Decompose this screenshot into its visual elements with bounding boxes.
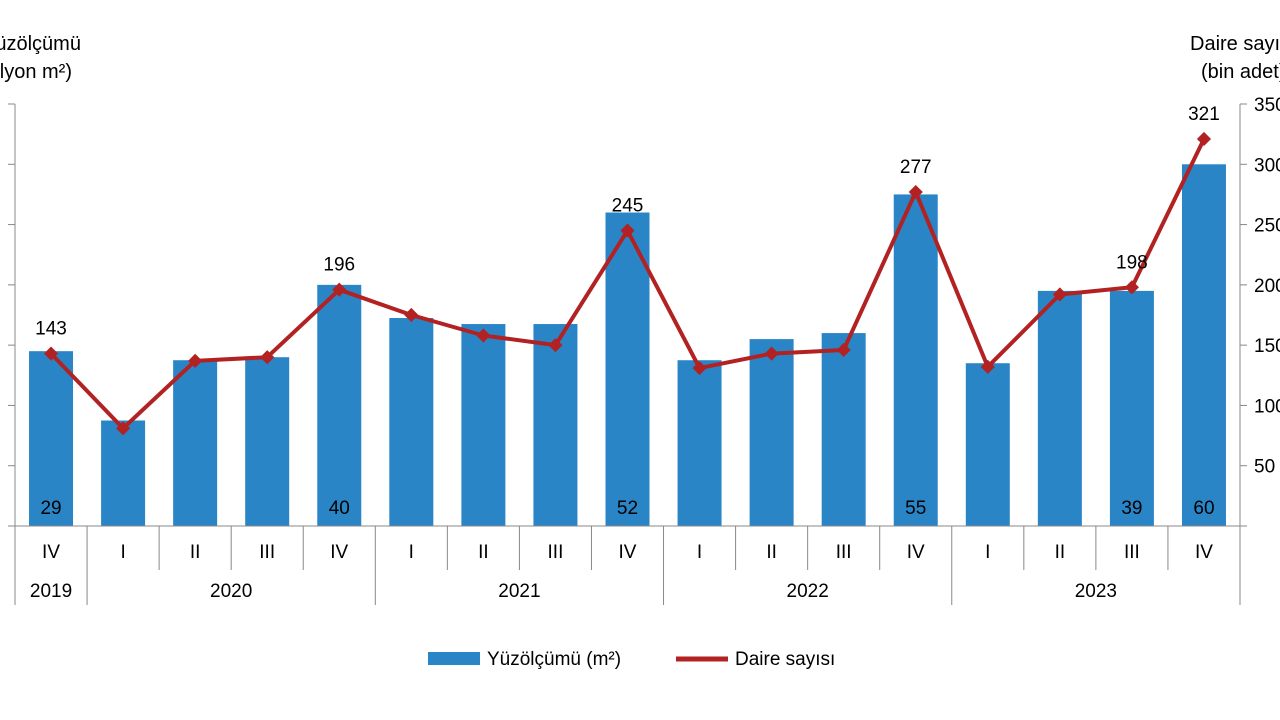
right-axis-tick-label: 250 bbox=[1254, 216, 1280, 237]
line-point bbox=[692, 360, 707, 376]
legend-label-line: Daire sayısı bbox=[735, 649, 835, 670]
bar bbox=[821, 333, 866, 526]
line-data-label: 277 bbox=[900, 157, 932, 178]
bar-data-label: 29 bbox=[40, 498, 61, 519]
bar-data-label: 60 bbox=[1193, 498, 1214, 519]
left-axis-title-line1: Yüzölçümü bbox=[0, 33, 81, 55]
bar-data-labels: 29 40 52 55 39 60 bbox=[40, 498, 1214, 519]
line-point bbox=[116, 421, 131, 436]
line-point bbox=[1196, 131, 1212, 147]
bar bbox=[29, 351, 74, 526]
bar bbox=[317, 284, 362, 526]
quarter-label: IV bbox=[330, 542, 348, 563]
quarter-label: IV bbox=[907, 542, 925, 563]
quarter-label: II bbox=[1055, 542, 1066, 563]
right-axis-title-line2: (bin adet) bbox=[1201, 61, 1280, 83]
line-point bbox=[43, 346, 59, 361]
quarter-label: III bbox=[836, 542, 852, 563]
line-point bbox=[548, 338, 563, 353]
line-point bbox=[1052, 287, 1067, 302]
axes bbox=[8, 103, 1241, 605]
year-label: 2021 bbox=[498, 581, 540, 602]
bar bbox=[245, 357, 290, 526]
line-point bbox=[908, 184, 923, 200]
quarter-label: IV bbox=[619, 542, 637, 563]
line-data-label: 196 bbox=[323, 255, 355, 276]
line-point bbox=[188, 353, 203, 368]
right-axis-tick-label: 300 bbox=[1254, 155, 1280, 176]
year-label: 2020 bbox=[210, 581, 252, 602]
bar-series bbox=[29, 164, 1226, 527]
year-label: 2023 bbox=[1075, 581, 1117, 602]
line-data-label: 245 bbox=[612, 196, 644, 217]
right-axis-tick-label: 150 bbox=[1254, 336, 1280, 357]
line-series bbox=[43, 131, 1212, 436]
line-data-label: 321 bbox=[1188, 104, 1220, 125]
bar bbox=[749, 339, 794, 526]
bar bbox=[605, 212, 650, 526]
line-point bbox=[476, 328, 491, 343]
legend: Yüzölçümü (m²) Daire sayısı bbox=[428, 649, 835, 670]
line-point bbox=[260, 350, 275, 365]
right-axis-ticks: 50 100 150 200 250 300 350 bbox=[1240, 95, 1280, 527]
bar-data-label: 39 bbox=[1121, 498, 1142, 519]
bar bbox=[461, 324, 506, 526]
right-axis-tick-label: 100 bbox=[1254, 396, 1280, 417]
bar bbox=[1109, 290, 1154, 526]
quarter-label: III bbox=[548, 542, 564, 563]
quarter-label: IV bbox=[42, 542, 60, 563]
line-point bbox=[332, 282, 347, 297]
line-data-labels: 143 196 245 277 198 321 bbox=[35, 104, 1220, 340]
quarter-label: I bbox=[120, 542, 125, 563]
line-point bbox=[764, 346, 779, 361]
year-label: 2019 bbox=[30, 581, 72, 602]
legend-swatch-bar bbox=[428, 652, 480, 665]
quarter-label: II bbox=[766, 542, 777, 563]
bar bbox=[533, 324, 578, 526]
line-point bbox=[1124, 280, 1139, 295]
line-point bbox=[404, 307, 419, 323]
bar bbox=[389, 318, 434, 526]
quarter-label: III bbox=[259, 542, 275, 563]
bar bbox=[1181, 164, 1226, 527]
line-data-label: 198 bbox=[1116, 252, 1148, 273]
quarter-label: III bbox=[1124, 542, 1140, 563]
bar bbox=[965, 363, 1010, 526]
bar bbox=[1037, 290, 1082, 526]
bar-data-label: 52 bbox=[617, 498, 638, 519]
right-axis-tick-label: 200 bbox=[1254, 276, 1280, 297]
legend-label-bar: Yüzölçümü (m²) bbox=[487, 649, 621, 670]
bar bbox=[101, 420, 146, 526]
quarter-label: I bbox=[697, 542, 702, 563]
quarter-label: II bbox=[190, 542, 201, 563]
quarter-label: I bbox=[409, 542, 414, 563]
line-point bbox=[836, 342, 851, 358]
quarter-label: II bbox=[478, 542, 489, 563]
line-point bbox=[980, 359, 995, 374]
right-axis-tick-label: 50 bbox=[1254, 457, 1275, 478]
right-axis-title-line1: Daire sayısı bbox=[1190, 33, 1280, 55]
bar bbox=[173, 360, 218, 526]
bar-data-label: 40 bbox=[329, 498, 350, 519]
bar-data-label: 55 bbox=[905, 498, 926, 519]
quarter-label: IV bbox=[1195, 542, 1213, 563]
quarter-label: I bbox=[985, 542, 990, 563]
bar bbox=[677, 360, 722, 526]
year-label: 2022 bbox=[787, 581, 829, 602]
left-axis-title-line2: (milyon m²) bbox=[0, 61, 72, 83]
line-point bbox=[620, 223, 635, 238]
right-axis-tick-label: 350 bbox=[1254, 95, 1280, 116]
line-data-label: 143 bbox=[35, 319, 67, 340]
bar bbox=[893, 194, 938, 526]
